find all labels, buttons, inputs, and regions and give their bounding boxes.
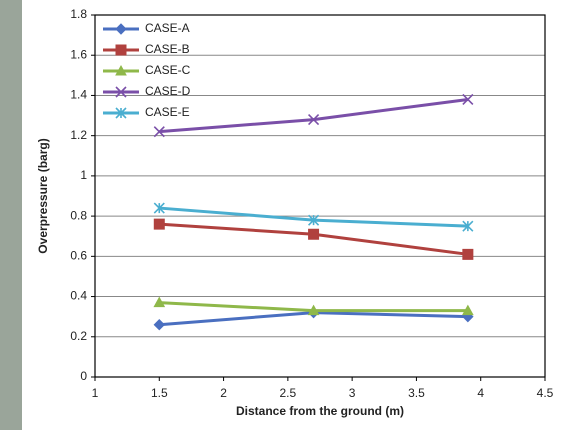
marker xyxy=(308,214,320,226)
x-tick-label: 4.5 xyxy=(537,386,554,400)
legend-label: CASE-A xyxy=(145,21,190,35)
y-tick-label: 1.6 xyxy=(70,47,87,61)
marker xyxy=(153,319,165,331)
marker xyxy=(307,304,320,316)
marker xyxy=(153,202,165,214)
y-tick-label: 1.2 xyxy=(70,128,87,142)
x-tick-label: 4 xyxy=(477,386,484,400)
y-tick-label: 0.6 xyxy=(70,249,87,263)
y-tick-label: 0.2 xyxy=(70,329,87,343)
x-tick-label: 2.5 xyxy=(280,386,297,400)
marker xyxy=(462,304,474,316)
marker xyxy=(115,107,127,119)
x-axis-label: Distance from the ground (m) xyxy=(236,404,404,418)
marker xyxy=(462,248,474,260)
x-tick-label: 3 xyxy=(349,386,356,400)
y-tick-label: 1 xyxy=(80,168,87,182)
background-photo-strip xyxy=(0,0,22,430)
x-tick-label: 2 xyxy=(220,386,227,400)
y-tick-label: 1.4 xyxy=(70,88,87,102)
marker xyxy=(153,296,166,308)
y-tick-label: 0.8 xyxy=(70,208,87,222)
marker xyxy=(153,218,165,230)
chart-panel xyxy=(22,0,567,430)
marker xyxy=(115,86,127,98)
x-tick-label: 1 xyxy=(92,386,99,400)
marker xyxy=(153,126,165,138)
y-tick-label: 0.4 xyxy=(70,289,87,303)
y-tick-label: 0 xyxy=(80,369,87,383)
marker xyxy=(462,93,474,106)
plot-frame xyxy=(94,14,546,378)
legend-label: CASE-C xyxy=(145,63,191,77)
x-tick-label: 1.5 xyxy=(151,386,168,400)
marker xyxy=(308,228,320,240)
marker xyxy=(308,114,320,126)
legend-label: CASE-E xyxy=(145,105,190,119)
x-tick-label: 3.5 xyxy=(408,386,425,400)
marker xyxy=(115,23,127,35)
legend-label: CASE-D xyxy=(145,84,191,98)
marker xyxy=(462,220,474,232)
marker xyxy=(115,44,127,56)
y-tick-label: 1.8 xyxy=(70,7,87,21)
marker xyxy=(115,64,127,76)
y-axis-label: Overpressure (barg) xyxy=(36,138,50,253)
legend-label: CASE-B xyxy=(145,42,190,56)
